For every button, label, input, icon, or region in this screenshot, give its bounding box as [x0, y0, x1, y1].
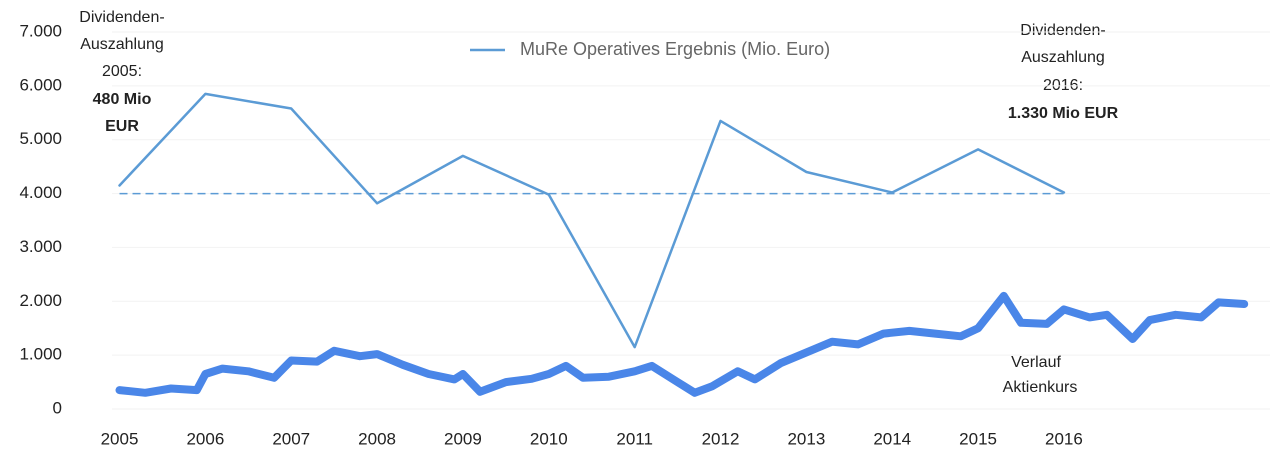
y-tick-label: 5.000	[19, 129, 62, 148]
x-tick-label: 2016	[1045, 429, 1083, 448]
annotation: 480 Mio	[93, 91, 152, 108]
x-tick-label: 2009	[444, 429, 482, 448]
x-tick-label: 2012	[702, 429, 740, 448]
x-tick-label: 2014	[873, 429, 911, 448]
annotation: Dividenden-	[79, 9, 164, 26]
y-tick-label: 3.000	[19, 237, 62, 256]
y-tick-label: 4.000	[19, 183, 62, 202]
x-tick-label: 2007	[272, 429, 310, 448]
annotation: Aktienkurs	[1003, 379, 1078, 396]
x-tick-label: 2008	[358, 429, 396, 448]
y-tick-label: 7.000	[19, 21, 62, 40]
x-tick-label: 2011	[616, 429, 653, 448]
legend-label: MuRe Operatives Ergebnis (Mio. Euro)	[520, 39, 830, 59]
annotation: 2005:	[102, 63, 142, 80]
annotation: Dividenden-	[1020, 22, 1105, 39]
annotation: 1.330 Mio EUR	[1008, 105, 1119, 122]
series-line	[115, 291, 1249, 397]
y-tick-label: 1.000	[19, 345, 62, 364]
annotation: Verlauf	[1011, 354, 1061, 371]
x-tick-label: 2013	[787, 429, 825, 448]
annotation: Auszahlung	[1021, 49, 1105, 66]
x-tick-label: 2015	[959, 429, 997, 448]
annotation: EUR	[105, 118, 139, 135]
y-tick-label: 2.000	[19, 291, 62, 310]
series-line	[118, 92, 1066, 349]
x-tick-label: 2005	[101, 429, 139, 448]
y-tick-label: 0	[53, 398, 62, 417]
x-tick-label: 2010	[530, 429, 568, 448]
y-tick-label: 6.000	[19, 75, 62, 94]
x-tick-label: 2006	[186, 429, 224, 448]
annotation: Auszahlung	[80, 36, 164, 53]
